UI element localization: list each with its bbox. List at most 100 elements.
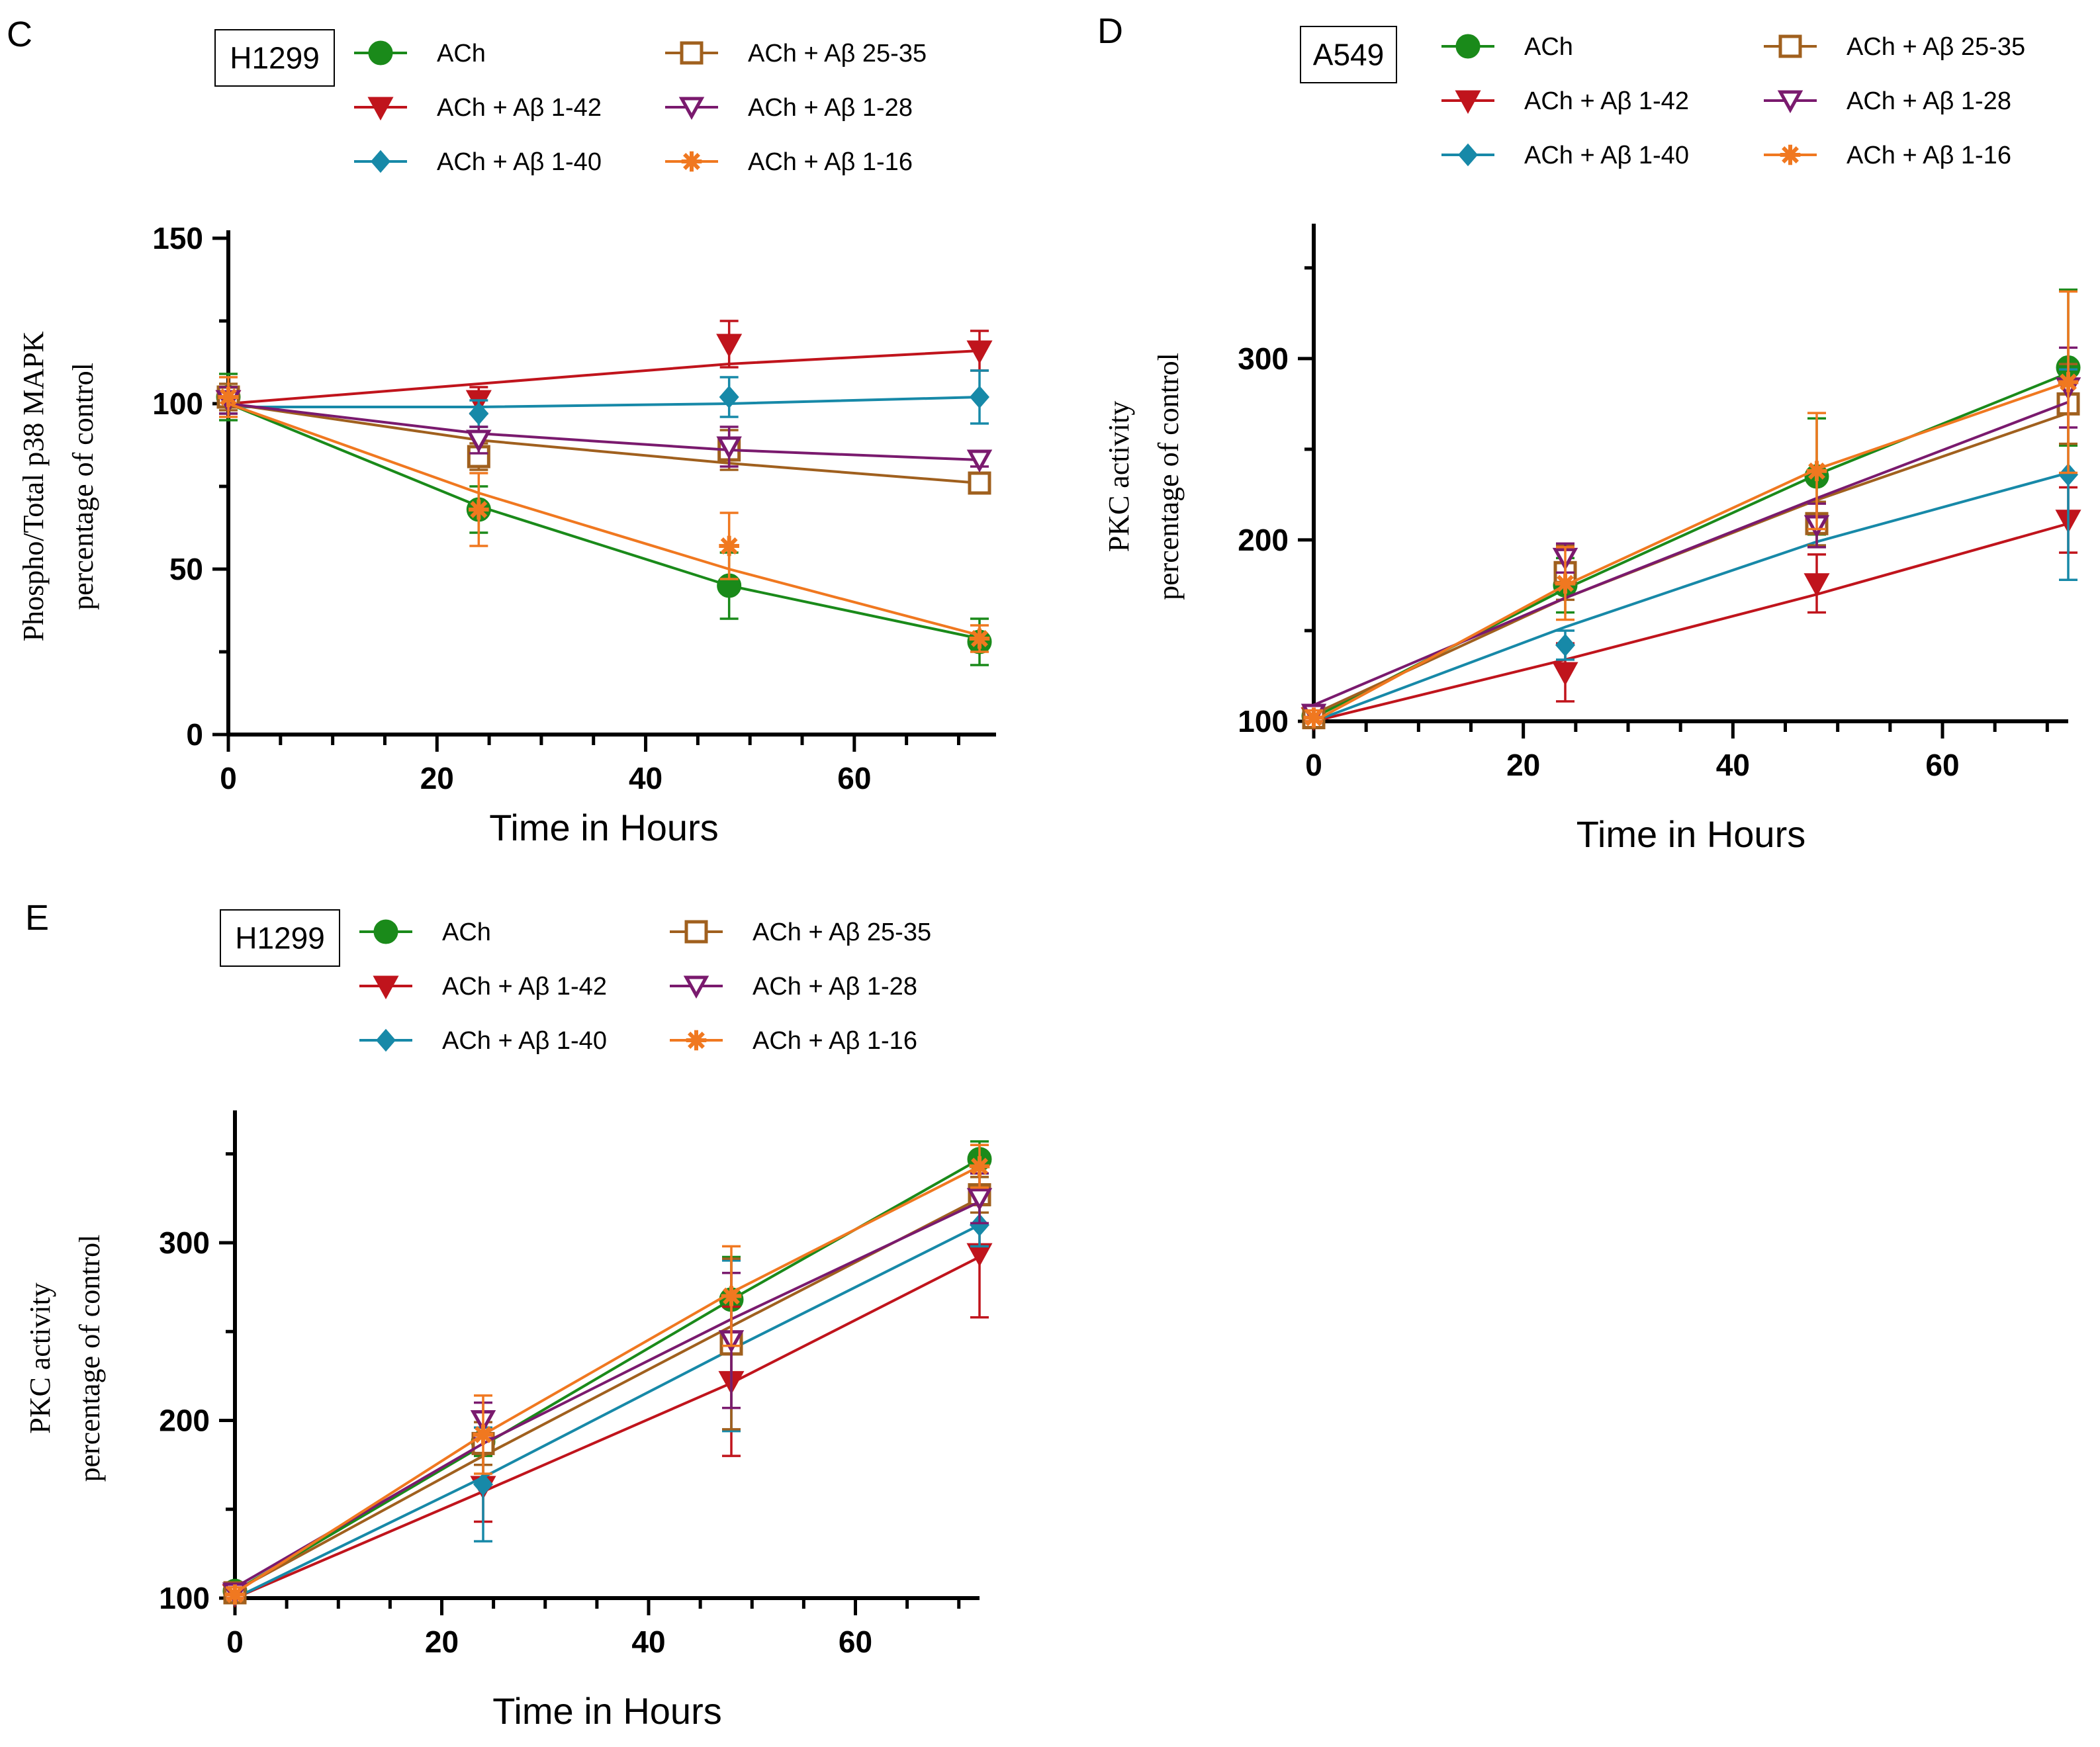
legend-marker [1455, 34, 1481, 59]
y-axis-title-line2: percentage of control [73, 1235, 106, 1482]
x-tick-label: 20 [420, 761, 454, 795]
fit-line [228, 402, 980, 461]
y-tick-label: 300 [1238, 341, 1289, 376]
x-tick-label: 40 [631, 1625, 665, 1659]
panel-d: D A549 ACh ACh + Aβ 1-42 ACh + Aβ 1-40 ACh + … [1097, 11, 2081, 855]
legend-item: ACh + Aβ 1-16 [1764, 142, 2011, 169]
legend-marker [684, 920, 708, 944]
legend-marker [681, 151, 702, 172]
y-tick-label: 100 [1238, 704, 1289, 739]
legend-label: ACh + Aβ 1-16 [748, 148, 913, 176]
data-point [721, 1286, 742, 1306]
data-point [966, 340, 993, 365]
legend: ACh ACh + Aβ 1-42 ACh + Aβ 1-40 ACh + Aβ 25… [359, 918, 931, 1055]
legend-marker [678, 97, 705, 120]
legend-label: ACh + Aβ 1-40 [1524, 142, 1689, 169]
legend-marker [1780, 144, 1801, 165]
legend-label: ACh [1524, 33, 1573, 61]
legend-item: ACh + Aβ 1-42 [359, 973, 607, 1001]
data-point [1303, 707, 1324, 728]
series-Ab128 [222, 1172, 993, 1606]
data-point [224, 1584, 246, 1605]
axes: 100 200 300 0 20 40 60 [159, 1110, 980, 1659]
x-axis-title: Time in Hours [492, 1690, 721, 1732]
legend-label: ACh + Aβ 25-35 [1847, 33, 2025, 61]
legend-label: ACh [437, 40, 486, 67]
data-point [1555, 633, 1575, 657]
data-point [966, 1188, 993, 1211]
fit-line [234, 1197, 980, 1593]
legend-marker [1778, 34, 1802, 58]
legend-item: ACh + Aβ 1-28 [1764, 87, 2011, 115]
legend-marker [1455, 90, 1481, 114]
legend-item: ACh + Aβ 1-16 [670, 1027, 917, 1055]
data-point [719, 535, 739, 557]
legend-item: ACh + Aβ 25-35 [670, 918, 931, 946]
legend-item: ACh + Aβ 1-42 [354, 94, 602, 122]
data-point [716, 334, 743, 358]
axes: 0 50 100 150 0 20 40 60 [152, 221, 996, 795]
legend-marker [683, 975, 709, 999]
legend-label: ACh + Aβ 1-28 [748, 94, 913, 122]
x-axis-title: Time in Hours [489, 807, 718, 848]
x-tick-label: 40 [1716, 748, 1750, 782]
fit-line [228, 402, 980, 637]
legend-marker [367, 97, 394, 121]
series-Ab142 [1301, 486, 2081, 731]
fit-line [234, 1255, 980, 1599]
fit-line [228, 349, 980, 405]
y-axis-title-line2: percentage of control [1152, 353, 1185, 600]
x-axis-title: Time in Hours [1576, 813, 1805, 855]
legend-label: ACh + Aβ 1-16 [753, 1027, 917, 1055]
fit-line [234, 1200, 980, 1589]
x-tick-label: 60 [837, 761, 871, 795]
fit-line [1313, 400, 2069, 707]
data-point [970, 385, 989, 409]
y-axis-title-line1: PKC activity [24, 1282, 56, 1434]
legend-item: ACh + Aβ 1-28 [665, 94, 913, 122]
data-point [469, 402, 489, 426]
y-tick-label: 200 [1238, 523, 1289, 557]
data-point [969, 1156, 990, 1177]
legend-marker [1458, 143, 1478, 167]
data-point [970, 1213, 989, 1237]
data-point [2058, 463, 2078, 486]
axes: 100 200 300 0 20 40 60 [1238, 224, 2068, 782]
legend-marker [373, 975, 399, 1000]
legend-marker [373, 919, 398, 944]
legend-item: ACh [1441, 33, 1573, 61]
y-axis-title-line1: PKC activity [1103, 401, 1135, 553]
data-point [466, 429, 492, 453]
y-tick-label: 50 [169, 552, 203, 586]
y-tick-label: 150 [152, 221, 203, 255]
x-tick-label: 60 [1925, 748, 1959, 782]
legend-label: ACh + Aβ 1-42 [1524, 87, 1689, 115]
cell-line-label: H1299 [235, 921, 325, 956]
legend-label: ACh [442, 918, 491, 946]
legend-item: ACh + Aβ 1-40 [1441, 142, 1689, 169]
legend-item: ACh + Aβ 1-40 [354, 148, 602, 176]
fit-line [1313, 371, 2069, 719]
legend-item: ACh + Aβ 25-35 [665, 40, 927, 67]
legend-label: ACh + Aβ 25-35 [748, 40, 927, 67]
x-tick-label: 0 [226, 1625, 244, 1659]
fit-line [228, 402, 980, 640]
legend-marker [680, 41, 704, 65]
legend-label: ACh + Aβ 1-16 [1847, 142, 2011, 169]
legend: ACh ACh + Aβ 1-42 ACh + Aβ 1-40 ACh + Aβ 25… [1441, 33, 2025, 169]
fit-line [234, 1165, 980, 1594]
fit-line [1313, 471, 2069, 723]
legend: ACh ACh + Aβ 1-42 ACh + Aβ 1-40 ACh + Aβ 25… [354, 40, 927, 176]
y-axis-title-line2: percentage of control [67, 363, 99, 610]
series-Ab128 [1301, 346, 2081, 727]
cell-line-box [220, 909, 340, 967]
legend-item: ACh [354, 40, 486, 67]
panel-e: E H1299 ACh ACh + Aβ 1-42 ACh + Aβ 1-40 ACh +… [24, 898, 993, 1732]
legend-label: ACh + Aβ 1-40 [442, 1027, 607, 1055]
cell-line-label: H1299 [230, 41, 320, 75]
data-point [966, 449, 993, 473]
legend-label: ACh + Aβ 1-28 [753, 973, 917, 1001]
series-Ab140 [225, 1202, 989, 1606]
legend-label: ACh + Aβ 1-42 [437, 94, 602, 122]
